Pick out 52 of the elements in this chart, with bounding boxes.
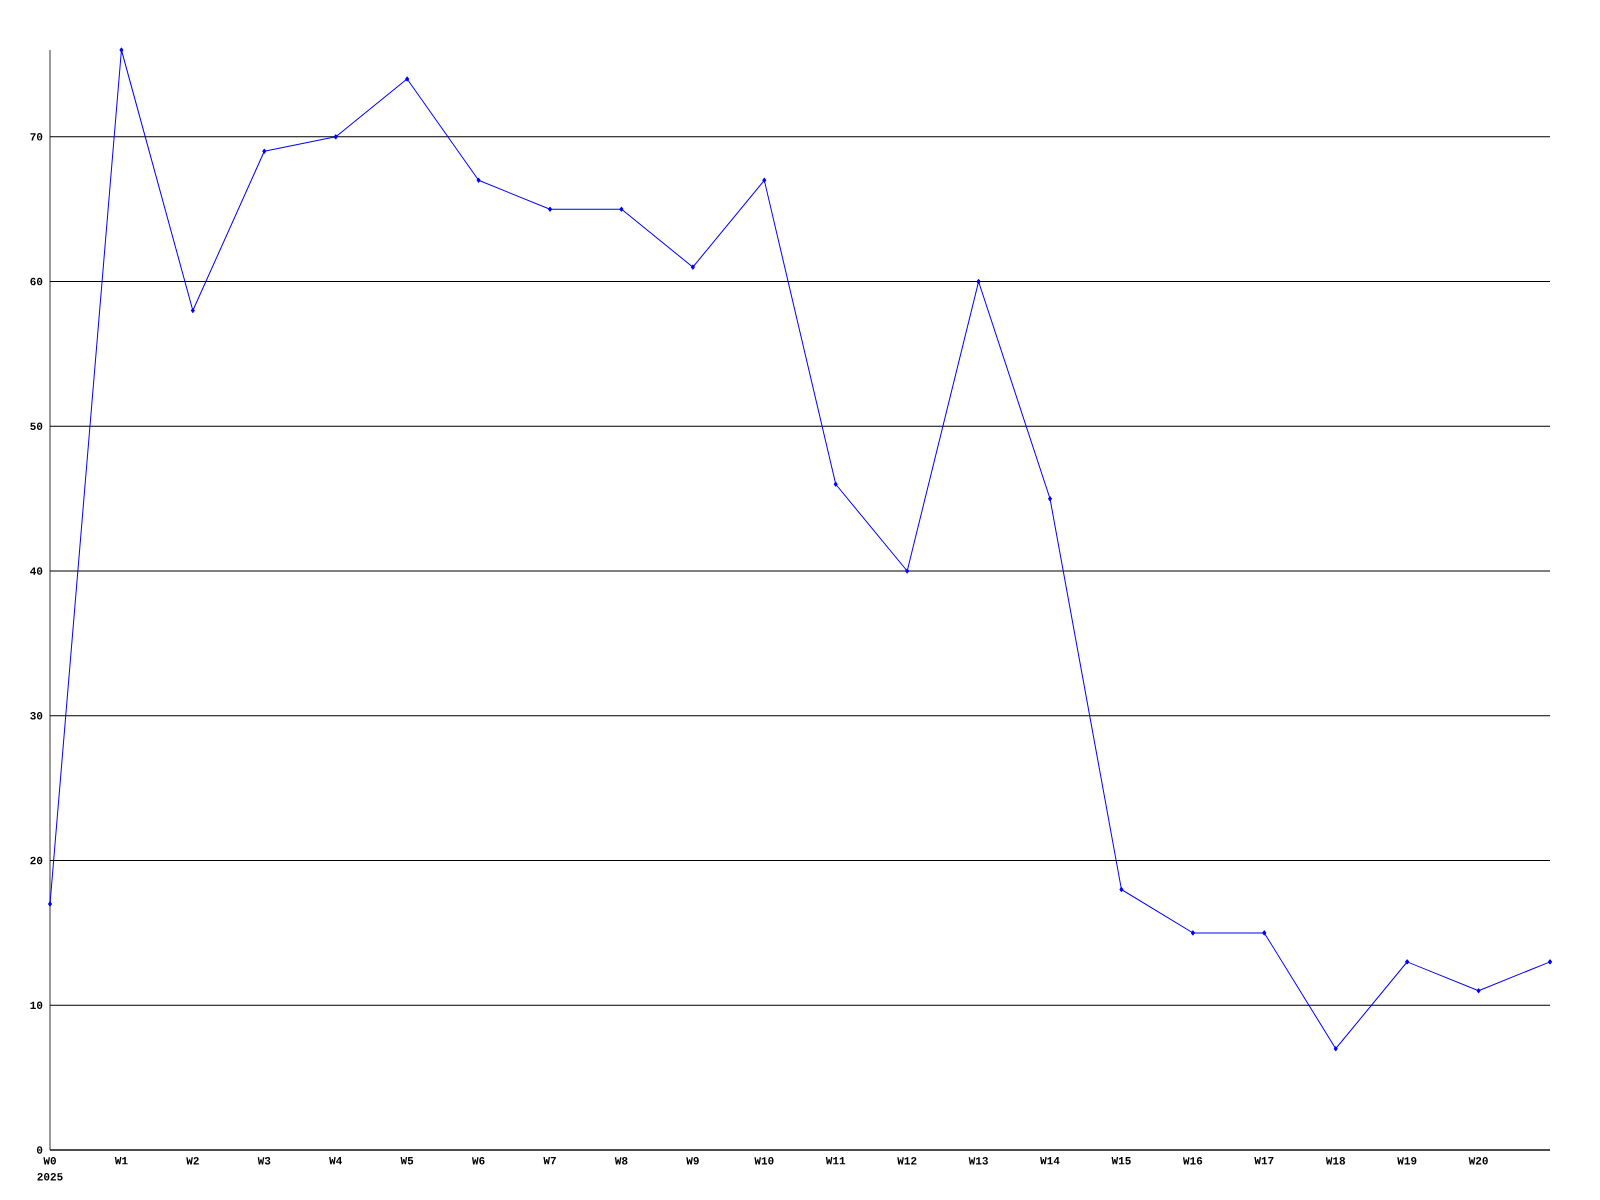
x-tick-label: W8 xyxy=(614,1157,628,1165)
y-tick-label: 60 xyxy=(30,277,43,286)
x-tick-label: W15 xyxy=(1111,1157,1131,1165)
point xyxy=(1333,1046,1338,1052)
x-tick-label: W5 xyxy=(400,1157,414,1165)
point xyxy=(976,279,981,285)
point xyxy=(690,264,695,270)
y-tick-label: 0 xyxy=(36,1146,43,1154)
y-tick-label: 50 xyxy=(30,422,43,431)
x-tick-label: W2 xyxy=(186,1157,199,1165)
x-tick-label: W7 xyxy=(543,1157,556,1165)
x-tick-label: W1 xyxy=(114,1157,128,1165)
point xyxy=(905,568,910,574)
x-tick-label: W17 xyxy=(1254,1157,1274,1165)
point xyxy=(262,148,267,154)
x-tick-label: W16 xyxy=(1182,1157,1203,1165)
y-tick-label: 40 xyxy=(30,567,43,575)
x-tick-label: W20 xyxy=(1468,1157,1488,1165)
x-tick-label: W10 xyxy=(754,1157,774,1165)
y-tick-label: 20 xyxy=(30,856,43,865)
point xyxy=(762,177,767,183)
point xyxy=(405,76,410,82)
point xyxy=(119,47,124,53)
point xyxy=(1405,959,1410,965)
text: 2025 xyxy=(37,1173,63,1181)
point xyxy=(1048,496,1053,502)
x-tick-label: W11 xyxy=(825,1157,846,1165)
point xyxy=(619,206,624,212)
x-tick-label: W3 xyxy=(257,1157,271,1165)
point xyxy=(190,308,195,314)
x-tick-label: W0 xyxy=(43,1157,56,1165)
point xyxy=(333,134,338,140)
point xyxy=(476,177,481,183)
x-tick-label: W4 xyxy=(329,1157,342,1165)
point xyxy=(1262,930,1267,936)
point xyxy=(833,481,838,487)
y-tick-label: 30 xyxy=(30,712,43,720)
x-tick-label: W12 xyxy=(897,1157,917,1165)
x-tick-label: W14 xyxy=(1040,1157,1060,1165)
point xyxy=(48,901,52,907)
x-tick-label: W13 xyxy=(968,1157,988,1165)
point xyxy=(1476,988,1481,994)
point xyxy=(1548,959,1553,965)
x-tick-label: W19 xyxy=(1397,1157,1417,1165)
point xyxy=(1190,930,1195,936)
point xyxy=(548,206,553,212)
y-tick-label: 70 xyxy=(30,133,43,141)
x-tick-label: W6 xyxy=(471,1157,485,1165)
x-tick-label: W9 xyxy=(686,1157,699,1165)
x-tick-label: W18 xyxy=(1325,1157,1346,1165)
y-tick-label: 10 xyxy=(30,1001,43,1009)
point xyxy=(1119,886,1124,892)
